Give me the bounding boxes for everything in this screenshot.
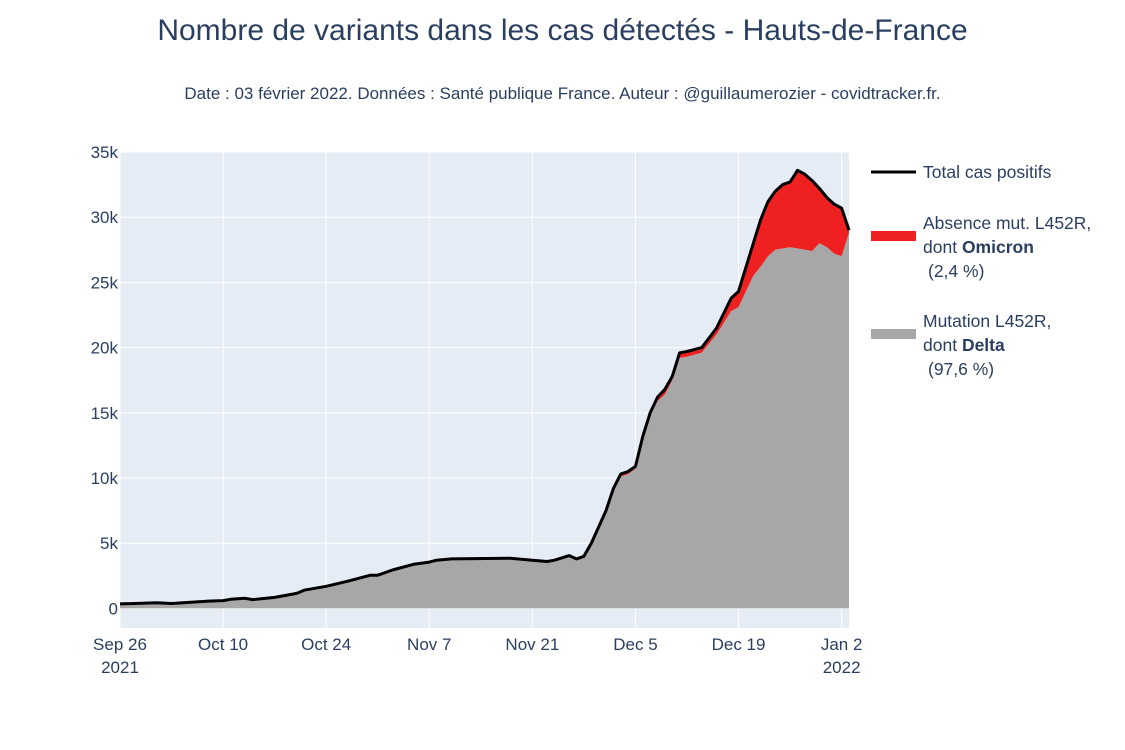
legend-variant-delta: Delta bbox=[962, 335, 1005, 355]
legend-swatch-delta bbox=[871, 329, 916, 339]
x-tick-label: Jan 2 bbox=[821, 635, 863, 654]
legend-prefix-delta: dont bbox=[923, 335, 962, 355]
legend-sublabel-delta: dont Delta bbox=[923, 335, 1005, 355]
y-tick-label: 30k bbox=[91, 208, 119, 227]
area-layer bbox=[120, 170, 849, 609]
legend-label-total: Total cas positifs bbox=[923, 162, 1052, 182]
y-tick-label: 25k bbox=[91, 273, 119, 292]
x-axis: Sep 26 2021 Oct 10 Oct 24 Nov 7 Nov 21 Dec 5 De… bbox=[93, 635, 862, 677]
y-tick-label: 5k bbox=[100, 534, 118, 553]
legend-share-omicron: (2,4 %) bbox=[928, 261, 984, 281]
x-tick-label: Dec 19 bbox=[712, 635, 766, 654]
y-tick-label: 20k bbox=[91, 339, 119, 358]
y-tick-label: 35k bbox=[91, 143, 119, 162]
y-tick-label: 15k bbox=[91, 404, 119, 423]
chart-subtitle: Date : 03 février 2022. Données : Santé … bbox=[184, 84, 941, 103]
x-tick-label: Sep 26 bbox=[93, 635, 147, 654]
y-tick-label: 0 bbox=[109, 599, 118, 618]
x-tick-label: Dec 5 bbox=[613, 635, 657, 654]
line-layer bbox=[119, 168, 851, 606]
x-tick-year-label: 2021 bbox=[101, 658, 139, 677]
legend-prefix-omicron: dont bbox=[923, 237, 962, 257]
legend: Total cas positifs Absence mut. L452R, don… bbox=[871, 162, 1091, 379]
omicron-area bbox=[120, 170, 849, 604]
x-tick-year-label: 2022 bbox=[823, 658, 861, 677]
legend-label-delta: Mutation L452R, bbox=[923, 311, 1051, 331]
legend-share-delta: (97,6 %) bbox=[928, 359, 994, 379]
x-tick-label: Nov 7 bbox=[407, 635, 451, 654]
x-tick-label: Nov 21 bbox=[505, 635, 559, 654]
total-cases-line bbox=[119, 168, 851, 606]
legend-swatch-omicron bbox=[871, 231, 916, 241]
y-tick-label: 10k bbox=[91, 469, 119, 488]
delta-area bbox=[120, 232, 849, 609]
x-tick-label: Oct 10 bbox=[198, 635, 248, 654]
legend-sublabel-omicron: dont Omicron bbox=[923, 237, 1034, 257]
chart-title: Nombre de variants dans les cas détectés… bbox=[157, 14, 968, 47]
y-axis: 0 5k 10k 15k 20k 25k 30k 35k bbox=[91, 143, 119, 618]
x-tick-label: Oct 24 bbox=[301, 635, 351, 654]
legend-label-omicron: Absence mut. L452R, bbox=[923, 213, 1091, 233]
legend-variant-omicron: Omicron bbox=[962, 237, 1034, 257]
